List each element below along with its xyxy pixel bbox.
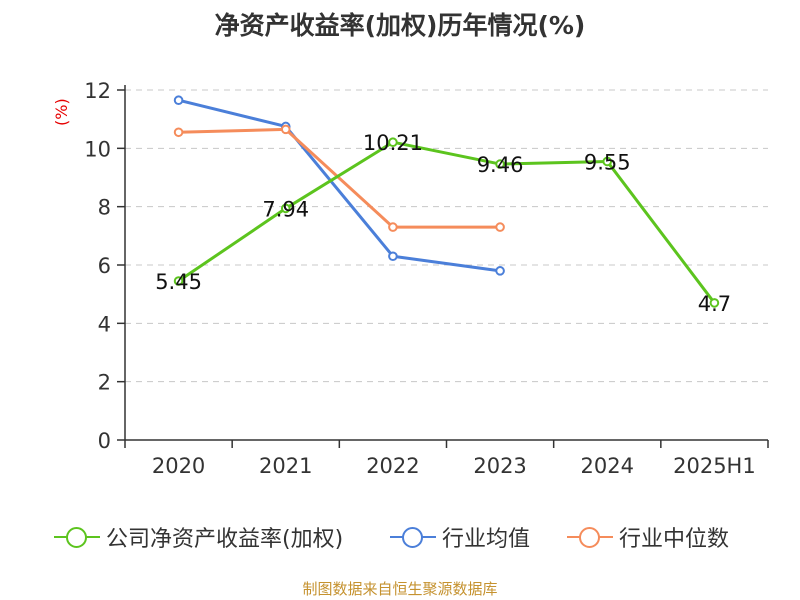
data-point-0 <box>495 159 505 169</box>
y-tick-label: 6 <box>98 254 111 278</box>
legend-label-industry-average: 行业均值 <box>442 527 531 552</box>
data-point-0 <box>709 298 720 308</box>
y-tick-label: 10 <box>84 137 111 161</box>
x-tick-label: 2024 <box>581 454 634 478</box>
series-line-1 <box>178 98 501 273</box>
data-point-0 <box>388 137 398 148</box>
legend-item-industry-average[interactable]: 行业均值 <box>390 522 530 552</box>
y-tick-label: 0 <box>98 429 111 453</box>
legend-swatch-industry-average <box>390 525 436 549</box>
y-tick-label: 8 <box>98 196 111 220</box>
legend-swatch-industry-median <box>567 525 613 549</box>
data-point-2 <box>173 127 184 138</box>
x-tick-label: 2022 <box>366 454 419 478</box>
series-line-2 <box>178 127 501 229</box>
data-label: 5.45 <box>155 270 202 294</box>
chart-title: 净资产收益率(加权)历年情况(%) <box>214 11 586 40</box>
data-label: 7.94 <box>262 197 309 221</box>
legend-label-company: 公司净资产收益率(加权) <box>106 527 344 552</box>
data-point-1 <box>388 251 398 262</box>
x-tick-label: 2023 <box>473 454 526 478</box>
data-point-1 <box>173 95 184 106</box>
data-point-0 <box>173 276 184 286</box>
legend-swatch-company <box>54 525 100 549</box>
x-tick-label: 2021 <box>259 454 312 478</box>
data-point-2 <box>495 222 505 232</box>
data-label: 4.7 <box>698 292 731 316</box>
data-point-1 <box>495 266 505 276</box>
data-label: 9.55 <box>584 150 631 174</box>
data-point-2 <box>388 222 398 232</box>
data-label: 10.21 <box>363 131 423 155</box>
data-point-0 <box>280 203 291 214</box>
legend-label-industry-median: 行业中位数 <box>619 527 730 552</box>
data-point-0 <box>602 156 613 167</box>
data-point-2 <box>280 124 291 135</box>
series-line-0 <box>177 140 716 304</box>
y-tick-label: 2 <box>98 371 111 395</box>
legend-item-industry-median[interactable]: 行业中位数 <box>567 522 729 552</box>
data-source-note: 制图数据来自恒生聚源数据库 <box>302 580 498 598</box>
y-tick-label: 12 <box>84 79 111 103</box>
x-tick-label: 2025H1 <box>673 454 756 478</box>
y-tick-label: 4 <box>98 312 111 336</box>
legend: 公司净资产收益率(加权) 行业均值 行业中位数 <box>0 522 800 552</box>
legend-item-company[interactable]: 公司净资产收益率(加权) <box>54 522 343 552</box>
x-tick-label: 2020 <box>152 454 205 478</box>
data-label: 9.46 <box>477 153 524 177</box>
